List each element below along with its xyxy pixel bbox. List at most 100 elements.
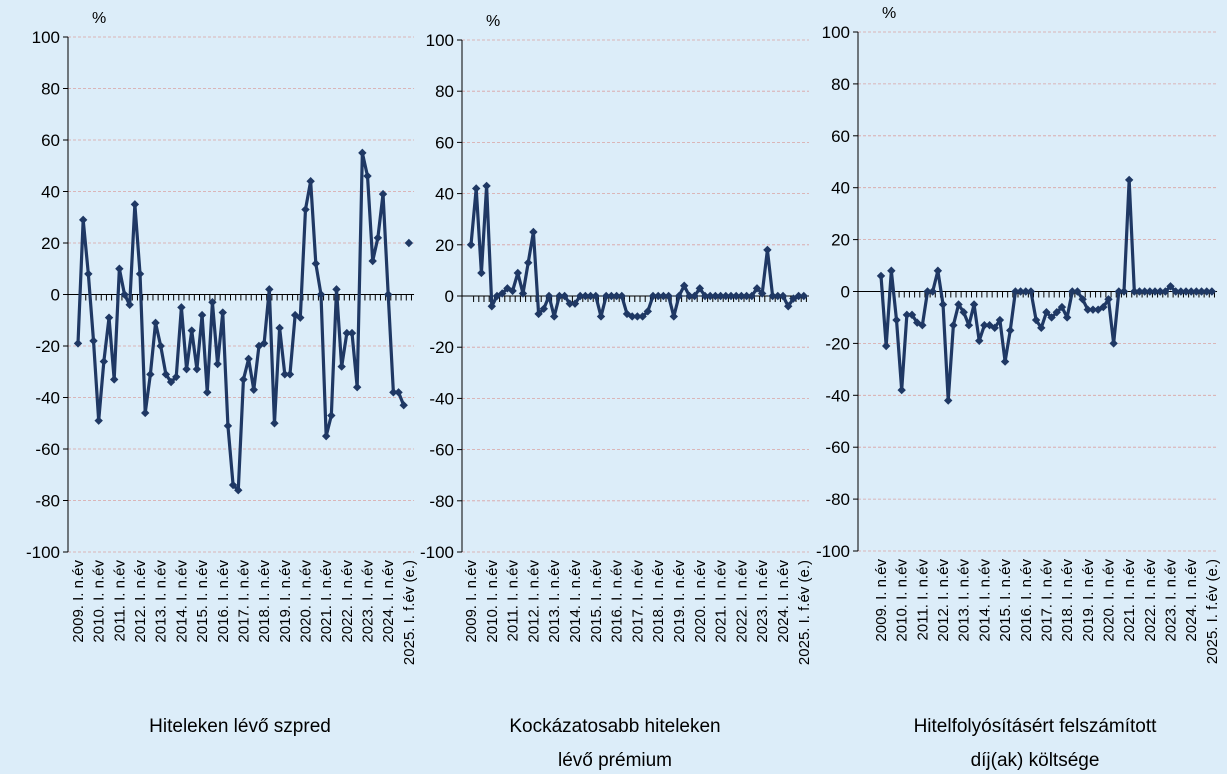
panel-title: Hiteleken lévő szpred (149, 716, 331, 737)
marker (347, 328, 357, 338)
y-tick-label: -100 (26, 543, 60, 562)
marker (685, 291, 694, 301)
marker (296, 313, 305, 322)
x-tick-label: 2023. I. n.év (754, 560, 771, 643)
marker (1130, 287, 1139, 296)
y-tick-label: 60 (831, 127, 850, 146)
marker (332, 285, 341, 294)
marker (337, 362, 346, 371)
x-tick-label: 2009. I. n.év (873, 559, 890, 642)
marker (358, 148, 367, 158)
marker (544, 291, 554, 301)
y-tick-label: -40 (429, 389, 454, 408)
marker (892, 315, 901, 325)
marker (1124, 175, 1134, 185)
unit-label: % (486, 13, 500, 30)
marker (94, 416, 103, 425)
y-tick-label: 0 (445, 287, 454, 306)
marker (73, 339, 83, 348)
x-tick-label: 2020. I. n.év (692, 560, 709, 643)
marker (794, 291, 803, 301)
x-tick-label: 2014. I. n.év (567, 560, 584, 643)
marker (680, 281, 689, 290)
y-tick-label: -80 (825, 490, 850, 509)
x-tick-label: 2024. I. n.év (380, 560, 397, 643)
y-tick-label: -60 (429, 441, 454, 460)
marker (223, 421, 233, 431)
x-tick-label: 2025. I. f.év (e.) (1204, 559, 1221, 664)
marker (1104, 295, 1113, 304)
x-tick-label: 2015. I. n.év (588, 560, 605, 643)
y-tick-label: 40 (831, 179, 850, 198)
marker (270, 419, 279, 428)
y-tick-label: 60 (435, 133, 454, 152)
marker (1011, 287, 1020, 296)
panel-title: Kockázatosabb hiteleken lévő prémium (509, 716, 721, 771)
marker (732, 291, 741, 301)
marker (524, 258, 533, 267)
marker (373, 233, 383, 243)
marker (763, 245, 772, 255)
marker (628, 312, 637, 321)
marker (1016, 287, 1025, 296)
marker (1068, 287, 1077, 296)
marker (244, 354, 253, 364)
marker (109, 375, 119, 384)
marker (643, 307, 652, 316)
y-tick-label: 20 (41, 234, 60, 253)
y-tick-label: 100 (32, 28, 60, 47)
marker (897, 385, 906, 395)
y-tick-label: 80 (435, 82, 454, 101)
x-tick-label: 2018. I. n.év (1059, 559, 1076, 642)
marker (218, 308, 227, 317)
marker (964, 321, 974, 330)
marker (933, 266, 943, 275)
marker (944, 396, 953, 405)
marker (1109, 339, 1118, 348)
marker (912, 318, 922, 327)
x-tick-label: 2017. I. n.év (629, 560, 646, 643)
x-tick-label: 2023. I. n.év (360, 560, 377, 643)
marker (737, 291, 746, 301)
marker (1166, 282, 1175, 291)
x-tick-label: 2020. I. n.év (1100, 559, 1117, 642)
marker (197, 310, 207, 320)
marker (555, 291, 564, 301)
x-tick-label: 2022. I. n.év (339, 560, 356, 643)
marker (228, 480, 238, 490)
marker (1155, 287, 1165, 296)
y-tick-label: -60 (825, 438, 850, 457)
x-tick-label: 2011. I. n.év (505, 560, 522, 642)
marker (969, 300, 979, 309)
marker (213, 359, 222, 369)
marker (923, 287, 932, 296)
x-tick-label: 2019. I. n.év (277, 560, 294, 643)
marker (711, 291, 720, 301)
marker (234, 486, 243, 495)
y-tick-label: -20 (429, 338, 454, 357)
marker (368, 256, 377, 266)
marker (141, 408, 150, 418)
x-tick-label: 2021. I. n.év (318, 560, 335, 643)
marker (84, 269, 93, 279)
marker (659, 291, 668, 301)
x-tick-label: 2010. I. n.év (91, 560, 108, 643)
marker (716, 291, 725, 301)
y-tick-label: 0 (51, 286, 60, 305)
marker (726, 291, 736, 301)
marker (876, 271, 886, 281)
marker (586, 291, 595, 301)
marker (89, 336, 98, 346)
y-tick-label: 0 (841, 283, 850, 302)
marker (301, 205, 310, 214)
marker (1192, 287, 1201, 296)
marker (570, 299, 580, 308)
marker (529, 227, 538, 237)
marker (648, 291, 658, 301)
marker (602, 291, 611, 301)
marker (78, 215, 88, 225)
marker (472, 184, 481, 193)
marker (306, 177, 315, 186)
